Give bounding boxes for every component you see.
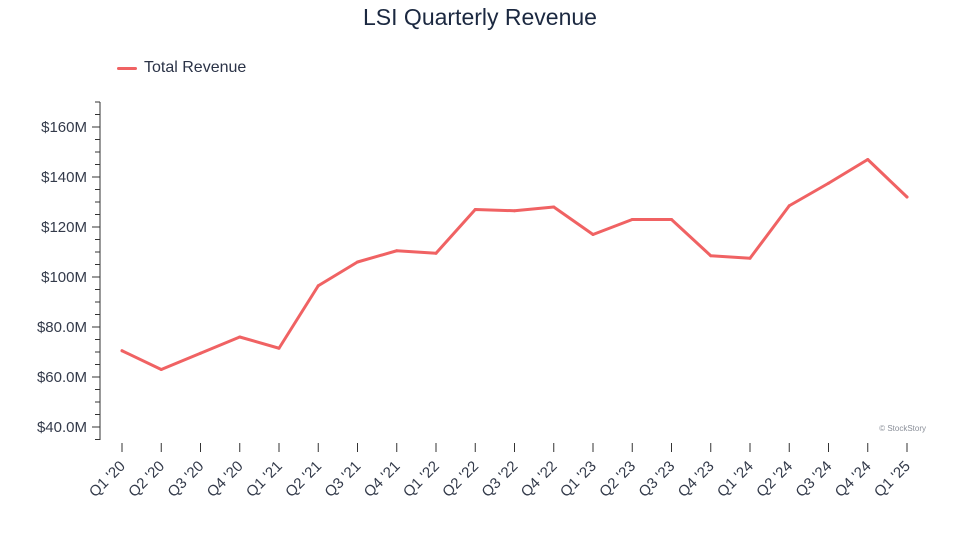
credit-label: © StockStory [879, 424, 926, 433]
x-tick-label: Q1 '21 [243, 458, 286, 501]
x-tick-label: Q2 '20 [125, 458, 168, 501]
data-point [238, 335, 242, 339]
data-point [316, 284, 320, 288]
data-point [748, 256, 752, 260]
data-point [513, 209, 516, 213]
x-tick-label: Q3 '24 [792, 458, 835, 501]
x-tick-label: Q1 '20 [86, 458, 129, 501]
x-tick-label: Q4 '24 [832, 458, 875, 501]
y-tick-label: $120M [41, 219, 87, 236]
x-tick-label: Q3 '23 [635, 458, 678, 501]
x-tick-label: Q2 '23 [596, 458, 639, 501]
y-tick-label: $80.0M [37, 319, 87, 336]
series-layer [120, 158, 909, 371]
data-point [827, 181, 830, 185]
data-point [120, 349, 124, 353]
y-tick-label: $40.0M [37, 419, 87, 436]
data-point [709, 254, 713, 258]
y-tick-label: $60.0M [37, 369, 87, 386]
chart-title: LSI Quarterly Revenue [363, 4, 597, 30]
data-point [473, 208, 477, 211]
y-tick-label: $100M [41, 269, 87, 286]
x-tick-label: Q1 '23 [557, 458, 600, 501]
x-tick-label: Q3 '22 [478, 458, 521, 501]
data-point [356, 260, 359, 264]
legend: Total Revenue [117, 59, 246, 77]
y-axis: $40.0M $60.0M $80.0M $100M $120M $140M $160M [37, 101, 101, 440]
x-tick-label: Q2 '24 [753, 458, 796, 501]
data-point [395, 249, 399, 253]
x-tick-label: Q1 '24 [714, 458, 757, 501]
x-tick-label: Q4 '21 [361, 458, 404, 501]
data-point [905, 195, 909, 199]
x-tick-label: Q3 '21 [321, 458, 364, 501]
data-point [552, 205, 556, 209]
x-tick-label: Q4 '22 [518, 458, 561, 501]
x-tick-label: Q4 '23 [675, 458, 718, 501]
x-tick-label: Q2 '21 [282, 458, 325, 501]
data-point [670, 218, 673, 221]
x-tick-label: Q3 '20 [164, 458, 207, 501]
legend-swatch [117, 66, 137, 70]
data-point [434, 251, 438, 255]
x-tick-label: Q4 '20 [204, 458, 247, 501]
data-point [787, 204, 791, 208]
legend-label: Total Revenue [144, 59, 247, 76]
data-point [159, 368, 163, 371]
x-tick-label: Q2 '22 [439, 458, 482, 501]
x-tick-label: Q1 '22 [400, 458, 443, 501]
data-point [277, 346, 281, 350]
data-point [866, 158, 870, 161]
y-tick-label: $160M [41, 119, 87, 136]
data-point [630, 218, 634, 221]
data-point [199, 351, 202, 355]
data-point [591, 233, 595, 236]
x-tick-label: Q1 '25 [871, 458, 914, 501]
y-tick-label: $140M [41, 169, 87, 186]
